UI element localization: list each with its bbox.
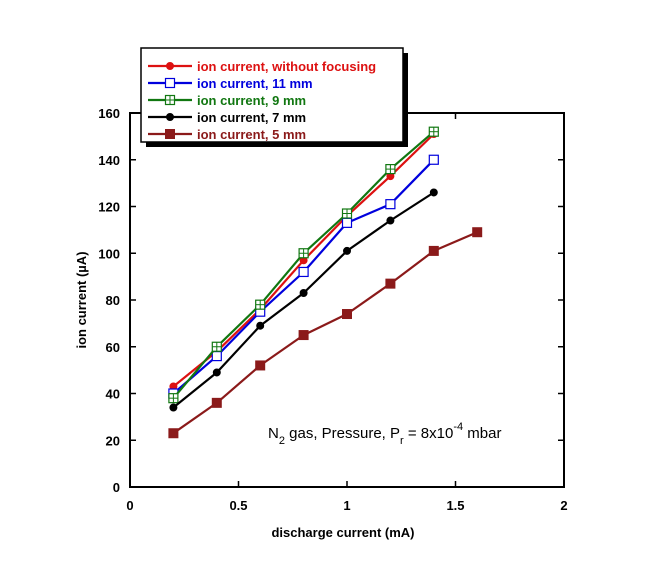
anno-part1: N — [268, 425, 279, 442]
y-tick-label: 20 — [106, 433, 120, 448]
anno-part4: mbar — [463, 425, 501, 442]
y-axis-label: ion current (µA) — [74, 251, 89, 348]
data-point — [211, 351, 222, 362]
series-3 — [169, 188, 438, 412]
legend-label: ion current, 7 mm — [197, 110, 306, 125]
series-line — [172, 191, 435, 409]
data-point — [343, 246, 351, 255]
anno-part2: gas, Pressure, P — [285, 425, 400, 442]
legend-box — [140, 47, 404, 143]
y-axis-label-prefix: ion current ( — [74, 272, 89, 349]
y-tick-label: 0 — [113, 480, 120, 495]
data-point — [472, 227, 483, 238]
data-point — [386, 216, 395, 225]
data-point — [211, 397, 222, 408]
legend-items: ion current, without focusing ion current… — [148, 59, 376, 142]
anno-part3: = 8x10 — [404, 425, 454, 442]
legend-marker — [164, 77, 176, 89]
data-point — [212, 368, 221, 377]
anno-sub1: 2 — [279, 435, 285, 447]
legend-marker — [165, 129, 175, 139]
y-tick-label: 140 — [98, 153, 120, 168]
x-tick-label: 0.5 — [229, 498, 247, 513]
data-point — [385, 278, 396, 289]
y-tick-label: 40 — [106, 387, 120, 402]
y-tick-label: 160 — [98, 106, 120, 121]
y-tick-label: 120 — [98, 200, 120, 215]
data-point — [299, 288, 308, 297]
data-point — [168, 428, 179, 439]
legend-label: ion current, without focusing — [197, 59, 376, 74]
pressure-annotation: N2 gas, Pressure, Pr = 8x10-4 mbar — [268, 421, 501, 447]
data-point — [298, 330, 309, 341]
x-tick-label: 1 — [343, 498, 350, 513]
y-tick-label: 80 — [106, 293, 120, 308]
series-2 — [168, 126, 439, 404]
legend-label: ion current, 11 mm — [197, 76, 313, 91]
legend-label: ion current, 5 mm — [197, 127, 306, 142]
series-0 — [169, 130, 438, 391]
data-point — [385, 199, 396, 210]
x-tick-label: 0 — [126, 498, 133, 513]
x-axis-label: discharge current (mA) — [271, 525, 414, 540]
y-tick-label: 60 — [106, 340, 120, 355]
y-axis-label-mu: µ — [74, 265, 89, 273]
series-line — [172, 231, 478, 435]
series-4 — [168, 227, 483, 439]
anno-sup: -4 — [453, 421, 463, 433]
data-point — [428, 154, 439, 165]
data-point — [428, 245, 439, 256]
legend-label: ion current, 9 mm — [197, 93, 306, 108]
y-axis-label-suffix: A) — [74, 251, 89, 265]
anno-sub2: r — [400, 435, 404, 447]
data-point — [342, 309, 352, 320]
y-tick-label: 100 — [98, 246, 120, 261]
x-tick-label: 1.5 — [446, 498, 464, 513]
data-point — [341, 217, 353, 228]
series-layer — [168, 126, 483, 439]
legend: ion current, without focusing ion current… — [140, 47, 408, 147]
data-point — [298, 266, 309, 278]
x-tick-label: 2 — [560, 498, 567, 513]
legend-marker — [166, 62, 174, 70]
legend-marker — [166, 113, 174, 121]
data-point — [256, 321, 265, 330]
data-point — [429, 188, 438, 197]
data-point — [169, 403, 178, 412]
data-point — [255, 360, 266, 371]
